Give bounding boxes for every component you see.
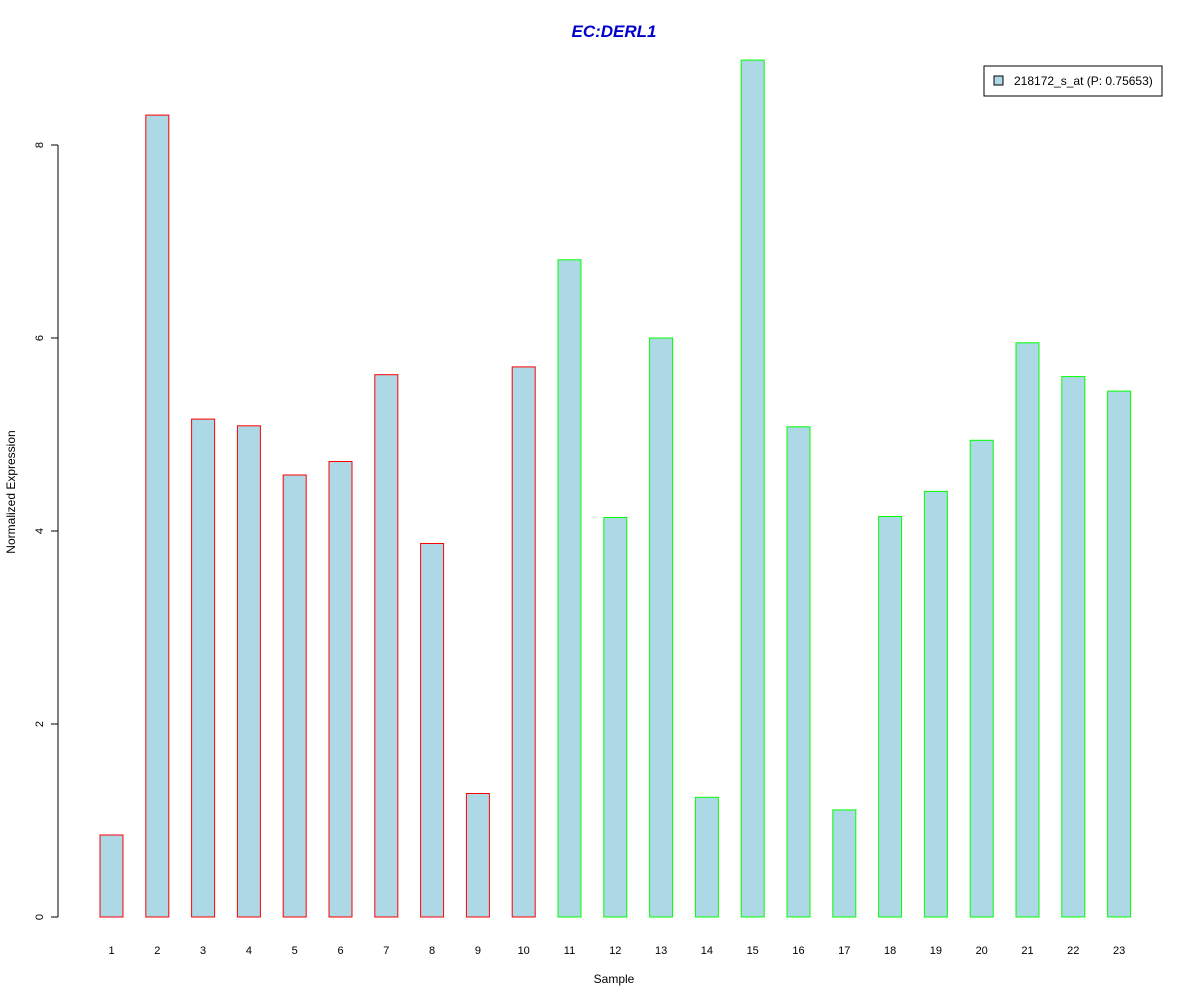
bar-sample-19 bbox=[923, 490, 948, 918]
bar-sample-10 bbox=[511, 366, 536, 918]
x-tick-label: 2 bbox=[154, 945, 160, 957]
bar-sample-21 bbox=[1015, 342, 1040, 918]
y-tick-label: 6 bbox=[34, 335, 46, 341]
x-tick-label: 3 bbox=[200, 945, 206, 957]
legend-box bbox=[983, 65, 1163, 97]
bar-sample-15 bbox=[740, 59, 765, 918]
bar-sample-3 bbox=[191, 418, 216, 918]
bar-sample-9 bbox=[465, 793, 490, 918]
bar-sample-11 bbox=[557, 259, 582, 918]
bar-sample-6 bbox=[328, 461, 353, 918]
x-tick-label: 5 bbox=[292, 945, 298, 957]
y-tick-label: 0 bbox=[34, 914, 46, 920]
x-tick-label: 4 bbox=[246, 945, 252, 957]
bar-sample-22 bbox=[1061, 376, 1086, 918]
bar-sample-4 bbox=[236, 425, 261, 918]
bar-sample-16 bbox=[786, 426, 811, 918]
legend-label: 218172_s_at (P: 0.75653) bbox=[1014, 74, 1153, 88]
bar-sample-8 bbox=[420, 543, 445, 918]
bar-sample-23 bbox=[1107, 390, 1132, 918]
bars-group bbox=[99, 59, 1132, 918]
x-tick-label: 20 bbox=[976, 945, 988, 957]
x-tick-label: 12 bbox=[609, 945, 621, 957]
bar-sample-1 bbox=[99, 834, 124, 918]
chart-title: EC:DERL1 bbox=[571, 22, 656, 41]
bar-sample-14 bbox=[694, 796, 719, 918]
bar-sample-13 bbox=[649, 337, 674, 918]
x-tick-label: 9 bbox=[475, 945, 481, 957]
x-tick-label: 7 bbox=[383, 945, 389, 957]
bar-sample-12 bbox=[603, 517, 628, 918]
x-tick-label: 21 bbox=[1021, 945, 1033, 957]
x-axis-label: Sample bbox=[594, 972, 635, 986]
bar-sample-20 bbox=[969, 439, 994, 918]
bar-sample-5 bbox=[282, 474, 307, 918]
x-tick-label: 18 bbox=[884, 945, 896, 957]
y-tick-label: 4 bbox=[34, 528, 46, 534]
x-tick-label: 6 bbox=[337, 945, 343, 957]
x-tick-label: 1 bbox=[108, 945, 114, 957]
x-tick-label: 23 bbox=[1113, 945, 1125, 957]
x-tick-label: 8 bbox=[429, 945, 435, 957]
legend: 218172_s_at (P: 0.75653) bbox=[983, 65, 1163, 97]
x-tick-label: 11 bbox=[564, 945, 575, 957]
y-axis-label: Normalized Expression bbox=[4, 430, 18, 553]
x-tick-label: 22 bbox=[1067, 945, 1079, 957]
bar-sample-7 bbox=[374, 374, 399, 918]
y-axis: 0 2 4 6 8 bbox=[34, 142, 59, 920]
x-tick-label: 14 bbox=[701, 945, 713, 957]
x-tick-label: 17 bbox=[838, 945, 850, 957]
x-tick-label: 16 bbox=[792, 945, 804, 957]
x-tick-label: 10 bbox=[518, 945, 530, 957]
bar-sample-17 bbox=[832, 809, 857, 918]
x-tick-label: 19 bbox=[930, 945, 942, 957]
legend-swatch bbox=[993, 75, 1004, 86]
bar-sample-18 bbox=[878, 516, 903, 918]
x-tick-labels: 1 2 3 4 5 6 7 8 9 10 11 12 13 14 15 16 17 18 19 20 21 22 23 bbox=[108, 945, 1125, 957]
y-tick-label: 2 bbox=[34, 721, 46, 727]
x-tick-label: 15 bbox=[747, 945, 759, 957]
y-tick-label: 8 bbox=[34, 142, 46, 148]
bar-sample-2 bbox=[145, 114, 170, 918]
x-tick-label: 13 bbox=[655, 945, 667, 957]
